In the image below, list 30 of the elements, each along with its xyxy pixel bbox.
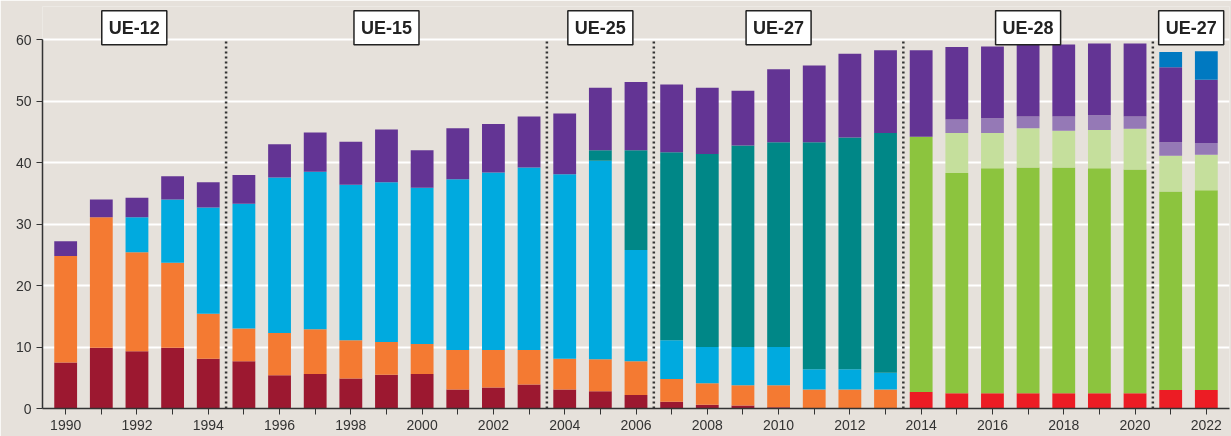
text: UE-27 [1165, 17, 1217, 38]
x-tick-label: 1998 [335, 416, 367, 433]
text: UE-28 [1002, 17, 1054, 38]
x-tick-label: 2006 [620, 416, 652, 433]
text: UE-15 [360, 17, 412, 38]
text: UE-27 [753, 17, 805, 38]
y-tick-label: 20 [15, 277, 32, 294]
x-tick-label: 2018 [1048, 416, 1080, 433]
x-tick-label: 2002 [477, 416, 510, 433]
y-tick-label: 30 [15, 216, 32, 233]
text: UE-25 [574, 17, 626, 38]
y-tick-label: 0 [23, 400, 32, 417]
x-tick-label: 2012 [834, 416, 866, 433]
x-tick-label: 2008 [691, 416, 724, 433]
y-tick-label: 10 [15, 339, 32, 356]
text: UE-12 [108, 17, 160, 38]
x-tick-label: 2004 [549, 416, 581, 433]
y-tick-label: 50 [15, 93, 32, 110]
x-tick-label: 2010 [763, 416, 795, 433]
x-tick-label: 1996 [263, 416, 296, 433]
y-tick-label: 60 [15, 31, 32, 48]
x-tick-label: 2016 [976, 416, 1009, 433]
x-tick-label: 1994 [192, 416, 225, 433]
x-tick-label: 2020 [1119, 416, 1151, 433]
x-tick-label: 2014 [905, 416, 937, 433]
x-tick-label: 1990 [50, 416, 82, 433]
x-tick-label: 2000 [406, 416, 438, 433]
x-tick-label: 2022 [1190, 416, 1223, 433]
y-tick-label: 40 [15, 154, 32, 171]
x-tick-label: 1992 [121, 416, 153, 433]
